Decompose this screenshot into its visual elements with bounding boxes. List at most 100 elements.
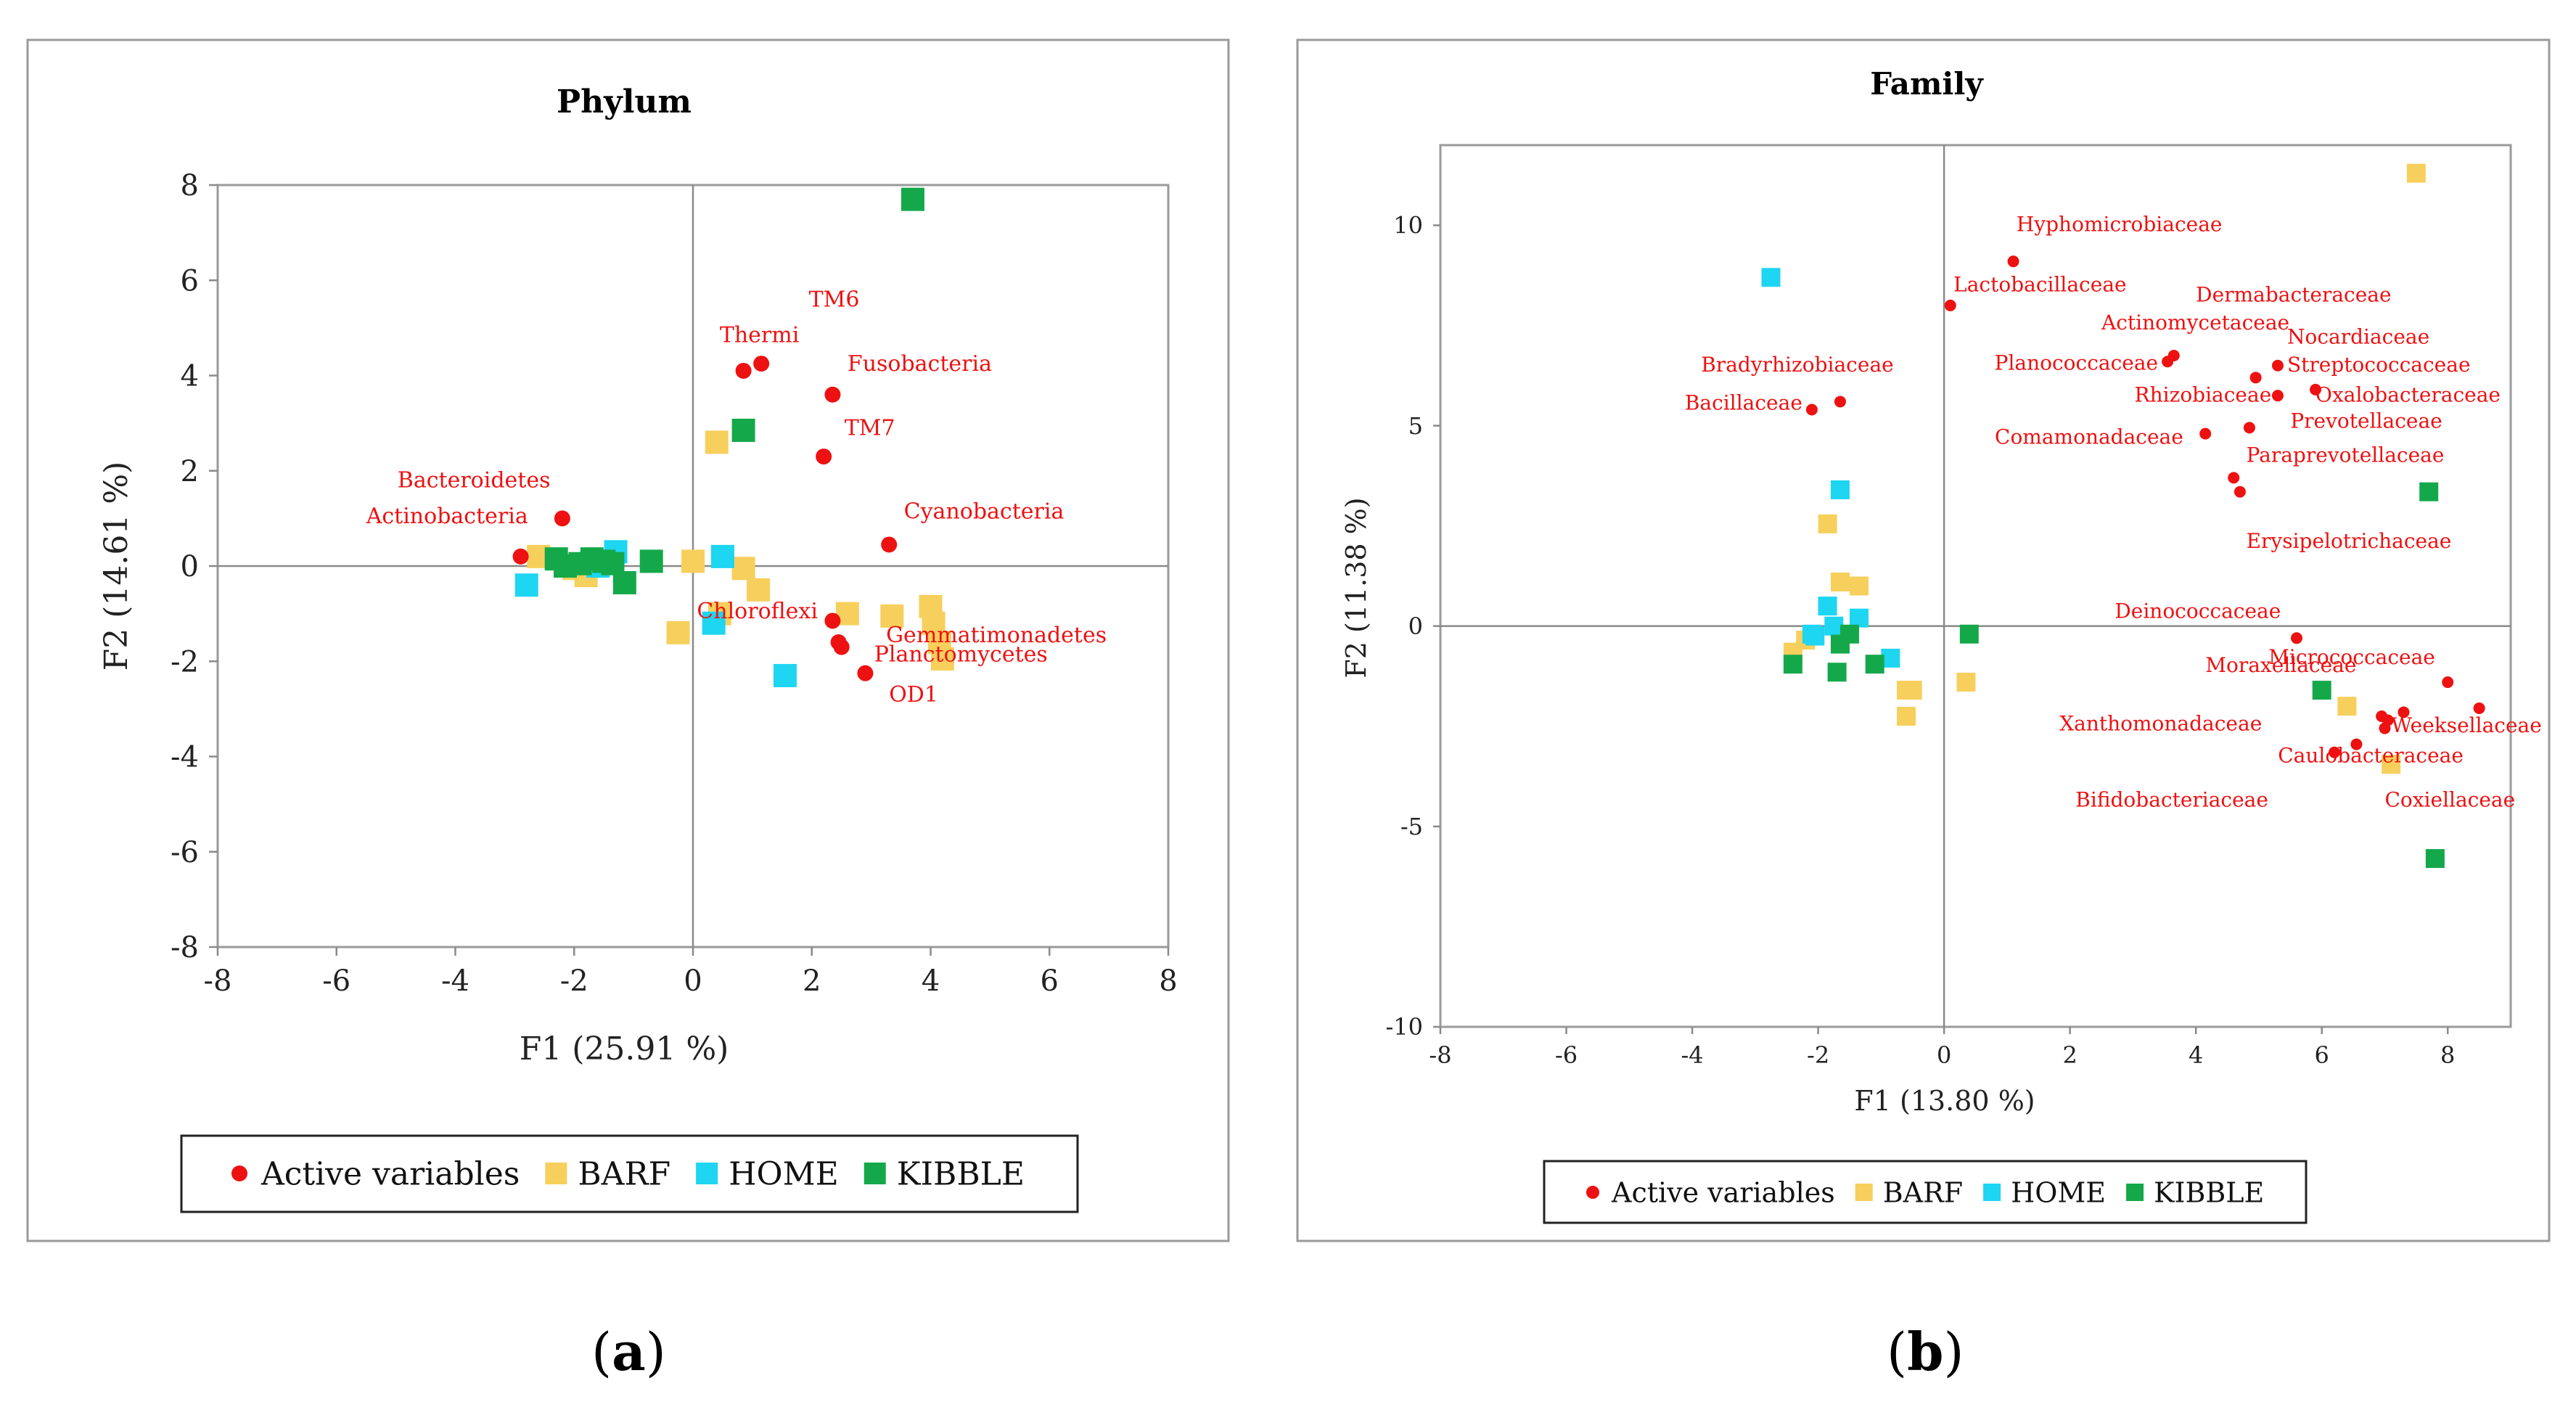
b-point-barf bbox=[1897, 706, 1916, 726]
a-label-od1: OD1 bbox=[889, 682, 938, 708]
a-legend-label-kibble: KIBBLE bbox=[897, 1155, 1025, 1192]
b-point-xanthomonadaceae bbox=[2376, 710, 2388, 722]
b-label-hyphomicrobiaceae: Hyphomicrobiaceae bbox=[2017, 213, 2223, 237]
b-point-home bbox=[1824, 616, 1844, 636]
b-point-barf bbox=[1818, 514, 1837, 533]
b-point-kibble bbox=[1830, 634, 1850, 654]
a-x-tick-label: 2 bbox=[803, 964, 821, 998]
phylum-panel: Phylum -8 -6 -4 -2 0 2 4 6 8 -8 -6 -4 -2 0 2 4 6 8 Bacter… bbox=[26, 38, 1230, 1242]
a-point-barf bbox=[880, 604, 904, 628]
b-x-tick-label: -6 bbox=[1555, 1041, 1578, 1069]
b-point-planococcaceae bbox=[2162, 356, 2174, 368]
b-label-bacillaceae: Bacillaceae bbox=[1685, 391, 1802, 415]
family-plot-area bbox=[1439, 144, 2512, 1028]
a-legend-marker-barf bbox=[545, 1163, 567, 1184]
a-y-tick-label: -8 bbox=[171, 931, 199, 964]
a-y-tick-label: -2 bbox=[171, 645, 199, 679]
b-point-micrococcaceae bbox=[2442, 676, 2454, 689]
a-y-tick-label: 4 bbox=[181, 360, 199, 393]
a-label-planctomycetes: Planctomycetes bbox=[874, 642, 1048, 667]
b-point-home bbox=[1849, 608, 1869, 628]
a-y-tick-label: 6 bbox=[181, 264, 199, 298]
a-label-tm6: TM6 bbox=[809, 287, 860, 312]
phylum-points bbox=[512, 187, 954, 687]
a-point-barf bbox=[930, 647, 954, 671]
b-x-tick-label: -2 bbox=[1807, 1041, 1829, 1069]
b-label-comamonadaceae: Comamonadaceae bbox=[1995, 425, 2183, 448]
a-point-kibble bbox=[901, 187, 924, 211]
b-label-oxalobacteraceae: Oxalobacteraceae bbox=[2315, 382, 2501, 406]
b-label-erysipelotrichaceae: Erysipelotrichaceae bbox=[2247, 529, 2452, 553]
b-point-nocardiaceae bbox=[2249, 372, 2262, 384]
b-point-deinococcaceae bbox=[2291, 632, 2302, 644]
a-point-fusobacteria bbox=[824, 386, 841, 403]
b-y-tick-label: 10 bbox=[1393, 212, 1423, 239]
b-x-tick-label: 0 bbox=[1937, 1041, 1951, 1069]
a-x-tick-label: -6 bbox=[322, 964, 350, 998]
a-point-actinobacteria bbox=[512, 548, 529, 565]
b-point-caulobacteraceae bbox=[2397, 706, 2410, 718]
caption-a-close: ) bbox=[645, 1321, 666, 1382]
b-point-barf bbox=[1830, 572, 1850, 591]
a-label-thermi: Thermi bbox=[720, 323, 799, 348]
a-point-home bbox=[773, 663, 797, 687]
phylum-legend-entries: Active variables BARF HOME KIBBLE bbox=[231, 1155, 1025, 1192]
a-point-home bbox=[710, 544, 734, 568]
b-point-kibble bbox=[1827, 663, 1847, 682]
a-point-tm6 bbox=[753, 356, 770, 372]
a-legend-marker-home bbox=[696, 1163, 718, 1184]
a-point-kibble bbox=[639, 549, 663, 573]
b-point-kibble bbox=[2312, 681, 2331, 700]
b-point-home bbox=[1805, 626, 1825, 646]
b-label-planococcaceae: Planococcaceae bbox=[1995, 351, 2159, 374]
caption-b: (b) bbox=[1887, 1321, 1964, 1382]
a-point-barf bbox=[705, 430, 729, 454]
b-label-prevotellaceae: Prevotellaceae bbox=[2290, 409, 2442, 433]
family-points bbox=[1761, 163, 2485, 869]
a-y-tick-label: 2 bbox=[181, 455, 199, 488]
phylum-ticks: -8 -6 -4 -2 0 2 4 6 8 -8 -6 -4 -2 0 2 4 6 8 bbox=[171, 169, 1178, 998]
b-point-kibble bbox=[1783, 655, 1802, 674]
b-point-dermabacteraceae bbox=[2271, 359, 2284, 372]
family-title: Family bbox=[1870, 66, 1984, 102]
b-y-tick-label: -10 bbox=[1385, 1013, 1423, 1041]
b-point-barf bbox=[1956, 673, 1976, 692]
b-label-caulobacteraceae: Caulobacteraceae bbox=[2278, 744, 2464, 768]
a-point-barf bbox=[731, 557, 755, 581]
family-panel: Family -8 -6 -4 -2 0 2 4 6 8 -10 -5 0 5 10 Hyphomicro… bbox=[1296, 38, 2551, 1242]
a-x-tick-label: -4 bbox=[441, 964, 469, 998]
a-point-cyanobacteria bbox=[881, 536, 898, 553]
b-y-tick-label: 5 bbox=[1408, 412, 1423, 440]
a-point-barf bbox=[666, 620, 690, 644]
caption-b-letter: b bbox=[1907, 1321, 1944, 1382]
a-label-actinobacteria: Actinobacteria bbox=[366, 504, 528, 529]
a-point-home bbox=[702, 611, 726, 635]
b-legend-label-active-variables: Active variables bbox=[1611, 1176, 1835, 1208]
b-point-lactobacillaceae bbox=[1944, 299, 1956, 311]
b-point-barf bbox=[1849, 576, 1869, 596]
b-legend-marker-active-variables bbox=[1586, 1186, 1599, 1199]
b-label-paraprevotellaceae: Paraprevotellaceae bbox=[2247, 443, 2445, 467]
a-point-barf bbox=[747, 578, 771, 602]
b-label-bradyrhizobiaceae: Bradyrhizobiaceae bbox=[1701, 353, 1893, 377]
b-label-lactobacillaceae: Lactobacillaceae bbox=[1953, 273, 2126, 297]
a-point-bacteroidetes bbox=[554, 510, 570, 527]
caption-a-letter: a bbox=[612, 1321, 646, 1382]
phylum-title: Phylum bbox=[557, 83, 692, 120]
a-y-tick-label: 8 bbox=[181, 169, 199, 202]
b-point-barf bbox=[2382, 755, 2401, 774]
b-label-rhizobiaceae: Rhizobiaceae bbox=[2135, 382, 2272, 406]
family-point-labels: Hyphomicrobiaceae Lactobacillaceae Dermaba… bbox=[1685, 213, 2542, 812]
family-legend-entries: Active variables BARF HOME KIBBLE bbox=[1586, 1176, 2264, 1208]
a-label-tm7: TM7 bbox=[845, 416, 895, 441]
family-legend bbox=[1543, 1160, 2308, 1224]
phylum-point-labels: Bacteroidetes Actinobacteria Thermi TM6 Fuso… bbox=[366, 287, 1107, 708]
b-point-rhizobiaceae bbox=[2243, 422, 2255, 434]
b-x-tick-label: 4 bbox=[2189, 1041, 2203, 1069]
b-label-nocardiaceae: Nocardiaceae bbox=[2287, 324, 2429, 348]
b-point-pseudomonadaceae bbox=[2329, 746, 2341, 758]
b-point-bradyrhizobiaceae bbox=[1834, 396, 1846, 408]
a-label-fusobacteria: Fusobacteria bbox=[848, 351, 992, 377]
